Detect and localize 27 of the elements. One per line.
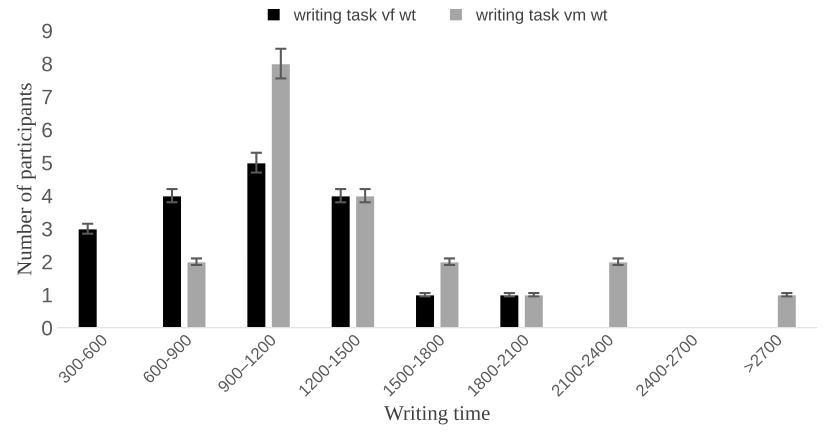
y-axis-title: Number of participants [16,83,36,276]
bar [439,261,460,328]
y-tick-label: 8 [42,56,52,72]
bar [498,294,520,328]
y-tick-label: 0 [42,320,52,336]
x-axis-title: Writing time [384,406,490,424]
y-tick-label: 5 [42,156,52,170]
legend-label: writing task vf wt [294,8,416,24]
bar [608,261,629,328]
bar [354,194,376,328]
y-tick-label: 3 [42,222,52,236]
y-tick-label: 1 [42,288,52,302]
bar [776,294,798,328]
bar [162,194,182,328]
y-tick-label: 7 [42,90,52,104]
bar [186,261,207,328]
bar [330,194,352,328]
bar [77,228,98,328]
y-tick-label: 4 [42,188,52,204]
legend-label: writing task vm wt [476,8,608,24]
bar [414,294,436,328]
bar [270,62,292,328]
bar [246,162,267,328]
bar [523,294,544,328]
y-tick-label: 2 [42,254,52,270]
y-tick-label: 6 [42,122,52,138]
y-tick-label: 9 [42,24,52,38]
